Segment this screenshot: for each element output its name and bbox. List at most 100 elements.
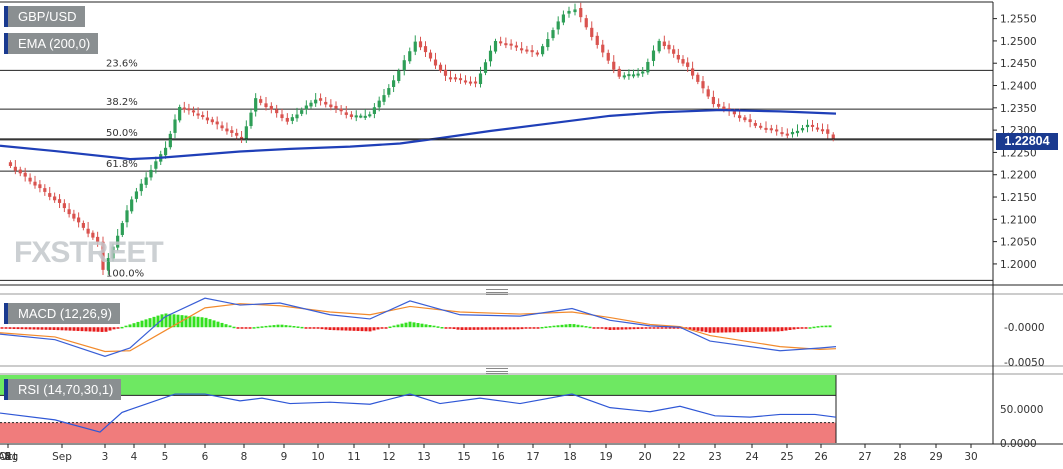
- macd-histogram-bar: [492, 327, 496, 330]
- candle-body: [753, 123, 757, 126]
- candle-body: [402, 60, 406, 71]
- macd-histogram-bar: [828, 325, 832, 328]
- macd-histogram-bar: [640, 327, 644, 329]
- macd-histogram-bar: [748, 327, 752, 332]
- candle-body: [530, 50, 534, 53]
- macd-histogram-bar: [124, 325, 128, 328]
- candle-body: [201, 115, 205, 118]
- macd-histogram-bar: [172, 314, 176, 328]
- macd-histogram-bar: [104, 327, 108, 332]
- candle-body: [499, 41, 503, 44]
- candle-body: [453, 77, 458, 80]
- macd-histogram-bar: [400, 323, 404, 328]
- candle-body: [810, 124, 815, 127]
- symbol-label[interactable]: GBP/USD: [4, 6, 85, 27]
- candle-body: [561, 14, 565, 23]
- candle-body: [696, 74, 700, 82]
- candle-body: [488, 50, 493, 62]
- candle-body: [780, 132, 784, 135]
- macd-histogram-bar: [452, 327, 456, 330]
- candle-body: [235, 132, 239, 136]
- candle-body: [300, 110, 304, 114]
- macd-histogram-bar: [340, 327, 344, 331]
- price-y-tick-label: 1.2050: [1000, 237, 1037, 249]
- candle-body: [309, 102, 313, 107]
- macd-histogram-bar: [152, 316, 156, 328]
- candle-body: [77, 217, 81, 223]
- macd-histogram-bar: [352, 327, 356, 331]
- candle-body: [53, 196, 57, 201]
- candle-body: [795, 130, 800, 134]
- candle-body: [259, 99, 263, 103]
- candle-body: [805, 124, 810, 128]
- candle-body: [397, 70, 401, 81]
- rsi-panel-resize-handle[interactable]: [486, 368, 508, 374]
- macd-histogram-bar: [48, 327, 52, 330]
- macd-histogram-bar: [228, 325, 232, 328]
- macd-histogram-bar: [588, 326, 592, 329]
- macd-histogram-bar: [240, 327, 244, 329]
- candle-body: [579, 8, 583, 18]
- macd-histogram-bar: [564, 324, 568, 328]
- candle-body: [318, 98, 323, 101]
- macd-histogram-bar: [280, 324, 284, 328]
- candle-body: [285, 117, 289, 122]
- candle-body: [646, 61, 650, 73]
- fibonacci-level-label: 23.6%: [106, 58, 138, 69]
- candle-body: [468, 81, 473, 84]
- candle-body: [363, 115, 367, 118]
- candle-body: [662, 41, 666, 47]
- candle-body: [590, 27, 594, 37]
- price-y-tick-label: 1.2250: [1000, 147, 1037, 159]
- macd-histogram-bar: [68, 327, 72, 331]
- rsi-y-tick-label: 50.0000: [1000, 404, 1043, 416]
- macd-histogram-bar: [560, 324, 564, 328]
- rsi-line: [0, 393, 837, 433]
- macd-histogram-bar: [4, 327, 8, 329]
- macd-histogram-bar: [556, 325, 560, 328]
- price-y-tick-label: 1.2500: [1000, 36, 1037, 48]
- macd-histogram-bar: [140, 320, 144, 328]
- candle-body: [535, 52, 539, 55]
- macd-histogram-bar: [752, 327, 756, 332]
- macd-histogram-bar: [136, 321, 140, 328]
- rsi-legend[interactable]: RSI (14,70,30,1): [4, 379, 122, 400]
- macd-histogram-bar: [156, 315, 160, 328]
- macd-histogram-bar: [12, 327, 16, 329]
- x-tick-label: 23: [708, 451, 721, 463]
- macd-histogram-bar: [528, 327, 532, 329]
- candle-body: [187, 108, 191, 111]
- candle-body: [334, 105, 338, 109]
- macd-histogram-bar: [320, 327, 324, 330]
- candle-body: [748, 119, 752, 123]
- macd-histogram-bar: [184, 315, 188, 328]
- x-tick-label: Aug: [0, 451, 18, 463]
- macd-histogram-bar: [424, 324, 428, 328]
- candle-body: [418, 41, 423, 48]
- macd-histogram-bar: [16, 327, 20, 330]
- macd-histogram-bar: [816, 326, 820, 328]
- price-y-tick-label: 1.2200: [1000, 170, 1037, 182]
- macd-histogram-bar: [72, 327, 76, 331]
- candle-body: [631, 74, 636, 77]
- candle-body: [567, 10, 571, 14]
- x-tick-label: 8: [241, 451, 248, 463]
- macd-histogram-bar: [608, 327, 612, 330]
- macd-histogram-bar: [720, 327, 724, 333]
- candle-body: [443, 69, 448, 76]
- macd-panel-resize-handle[interactable]: [486, 289, 508, 295]
- ema-legend[interactable]: EMA (200,0): [4, 33, 99, 54]
- macd-histogram-bar: [716, 327, 720, 333]
- macd-histogram-bar: [764, 327, 768, 332]
- x-tick-label: 29: [929, 451, 942, 463]
- candle-body: [676, 54, 680, 60]
- macd-histogram-bar: [260, 326, 264, 328]
- macd-histogram-bar: [416, 323, 420, 328]
- macd-histogram-bar: [624, 327, 628, 330]
- x-tick-label: 30: [964, 451, 977, 463]
- macd-legend[interactable]: MACD (12,26,9): [4, 303, 120, 324]
- x-tick-label: 17: [526, 451, 539, 463]
- candle-body: [72, 213, 76, 219]
- macd-histogram-bar: [128, 324, 132, 328]
- rsi-oversold-zone: [0, 422, 836, 443]
